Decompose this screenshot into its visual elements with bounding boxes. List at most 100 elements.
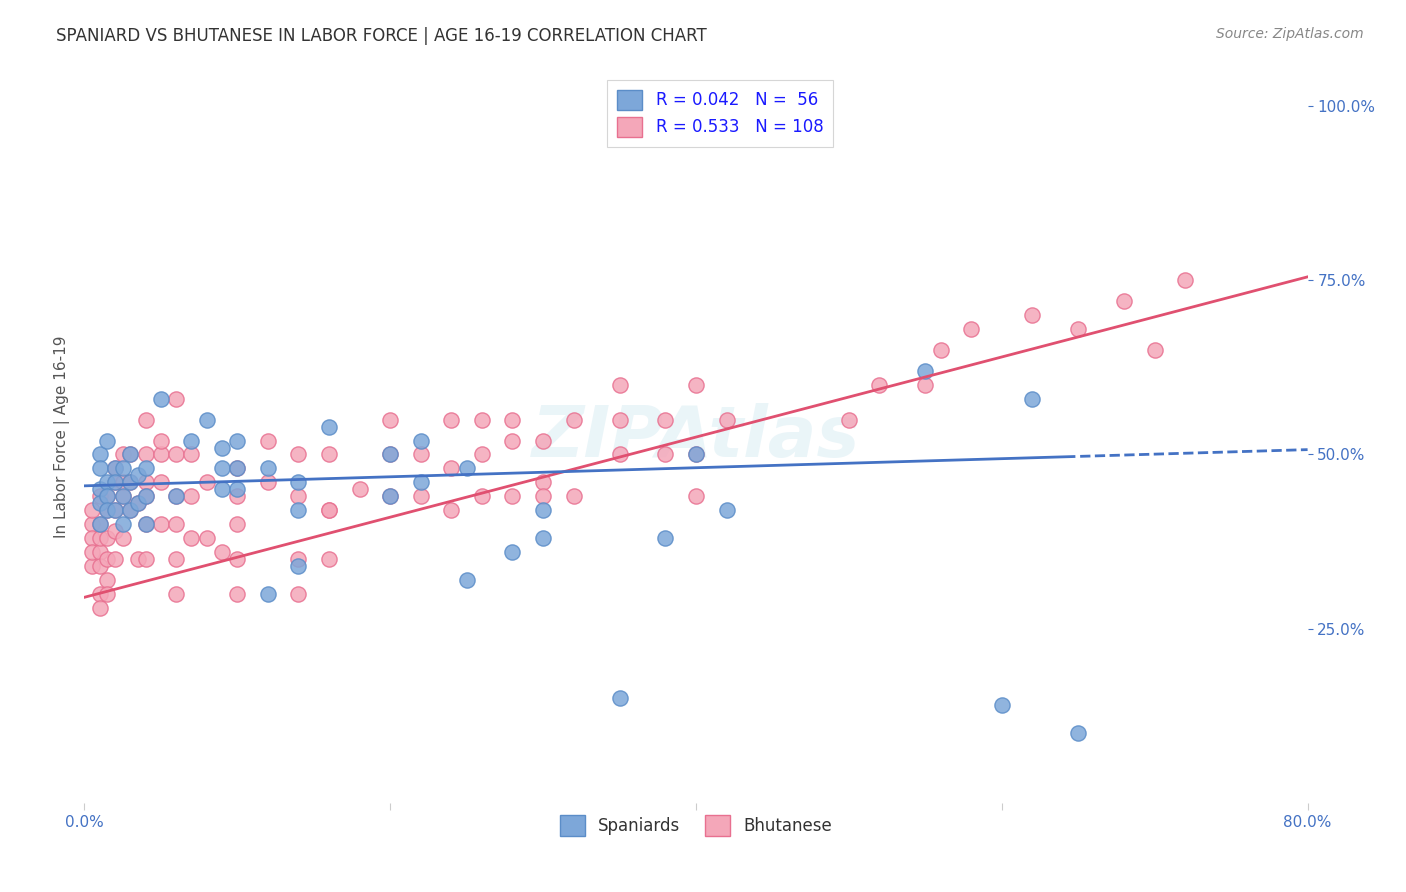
Point bbox=[127, 552, 149, 566]
Point bbox=[165, 489, 187, 503]
Point bbox=[96, 552, 118, 566]
Point bbox=[869, 377, 891, 392]
Point bbox=[127, 496, 149, 510]
Point bbox=[195, 531, 218, 545]
Point bbox=[318, 552, 340, 566]
Point bbox=[195, 412, 218, 426]
Point bbox=[318, 503, 340, 517]
Point bbox=[211, 545, 233, 559]
Point bbox=[257, 475, 280, 490]
Point bbox=[104, 475, 127, 490]
Point bbox=[149, 392, 172, 406]
Point bbox=[440, 503, 463, 517]
Point bbox=[165, 489, 187, 503]
Point bbox=[226, 461, 249, 475]
Point bbox=[180, 531, 202, 545]
Point bbox=[654, 531, 676, 545]
Point bbox=[914, 377, 936, 392]
Point bbox=[349, 483, 371, 497]
Point bbox=[149, 448, 172, 462]
Point bbox=[80, 517, 103, 532]
Point bbox=[991, 698, 1014, 713]
Point bbox=[80, 545, 103, 559]
Point bbox=[380, 489, 402, 503]
Point bbox=[104, 475, 127, 490]
Point bbox=[716, 503, 738, 517]
Point bbox=[96, 434, 118, 448]
Point bbox=[96, 573, 118, 587]
Point bbox=[89, 558, 111, 573]
Point bbox=[135, 552, 157, 566]
Point bbox=[211, 441, 233, 455]
Point bbox=[456, 573, 478, 587]
Text: ZIPAtlas: ZIPAtlas bbox=[531, 402, 860, 472]
Point bbox=[502, 489, 524, 503]
Point bbox=[211, 483, 233, 497]
Point bbox=[287, 448, 309, 462]
Point bbox=[609, 448, 631, 462]
Point bbox=[609, 377, 631, 392]
Point bbox=[1114, 294, 1136, 309]
Point bbox=[318, 419, 340, 434]
Point bbox=[111, 475, 134, 490]
Point bbox=[89, 448, 111, 462]
Point bbox=[80, 531, 103, 545]
Point bbox=[120, 475, 142, 490]
Point bbox=[180, 489, 202, 503]
Point bbox=[287, 475, 309, 490]
Point bbox=[89, 517, 111, 532]
Point bbox=[96, 503, 118, 517]
Point bbox=[318, 503, 340, 517]
Point bbox=[654, 448, 676, 462]
Point bbox=[1143, 343, 1166, 357]
Point bbox=[104, 524, 127, 538]
Point bbox=[180, 448, 202, 462]
Point bbox=[914, 364, 936, 378]
Point bbox=[1174, 273, 1197, 287]
Point bbox=[685, 448, 707, 462]
Point bbox=[380, 489, 402, 503]
Text: SPANIARD VS BHUTANESE IN LABOR FORCE | AGE 16-19 CORRELATION CHART: SPANIARD VS BHUTANESE IN LABOR FORCE | A… bbox=[56, 27, 707, 45]
Point bbox=[226, 587, 249, 601]
Point bbox=[838, 412, 860, 426]
Point bbox=[111, 461, 134, 475]
Point bbox=[440, 412, 463, 426]
Point bbox=[531, 434, 554, 448]
Point bbox=[89, 600, 111, 615]
Point bbox=[531, 489, 554, 503]
Point bbox=[471, 412, 494, 426]
Point bbox=[471, 448, 494, 462]
Point bbox=[135, 448, 157, 462]
Point bbox=[104, 503, 127, 517]
Point bbox=[80, 503, 103, 517]
Point bbox=[226, 483, 249, 497]
Point bbox=[165, 448, 187, 462]
Point bbox=[380, 412, 402, 426]
Point bbox=[502, 434, 524, 448]
Point bbox=[96, 531, 118, 545]
Point bbox=[456, 461, 478, 475]
Point bbox=[135, 412, 157, 426]
Legend: Spaniards, Bhutanese: Spaniards, Bhutanese bbox=[550, 805, 842, 846]
Point bbox=[120, 503, 142, 517]
Point bbox=[120, 475, 142, 490]
Point bbox=[89, 587, 111, 601]
Point bbox=[380, 448, 402, 462]
Point bbox=[440, 461, 463, 475]
Point bbox=[287, 489, 309, 503]
Point bbox=[562, 489, 585, 503]
Point bbox=[89, 545, 111, 559]
Point bbox=[502, 545, 524, 559]
Point bbox=[257, 587, 280, 601]
Point bbox=[685, 489, 707, 503]
Point bbox=[89, 489, 111, 503]
Point bbox=[104, 461, 127, 475]
Point bbox=[409, 448, 432, 462]
Point bbox=[111, 517, 134, 532]
Point bbox=[685, 448, 707, 462]
Point bbox=[654, 412, 676, 426]
Point bbox=[409, 475, 432, 490]
Point bbox=[929, 343, 952, 357]
Point bbox=[120, 448, 142, 462]
Point bbox=[89, 483, 111, 497]
